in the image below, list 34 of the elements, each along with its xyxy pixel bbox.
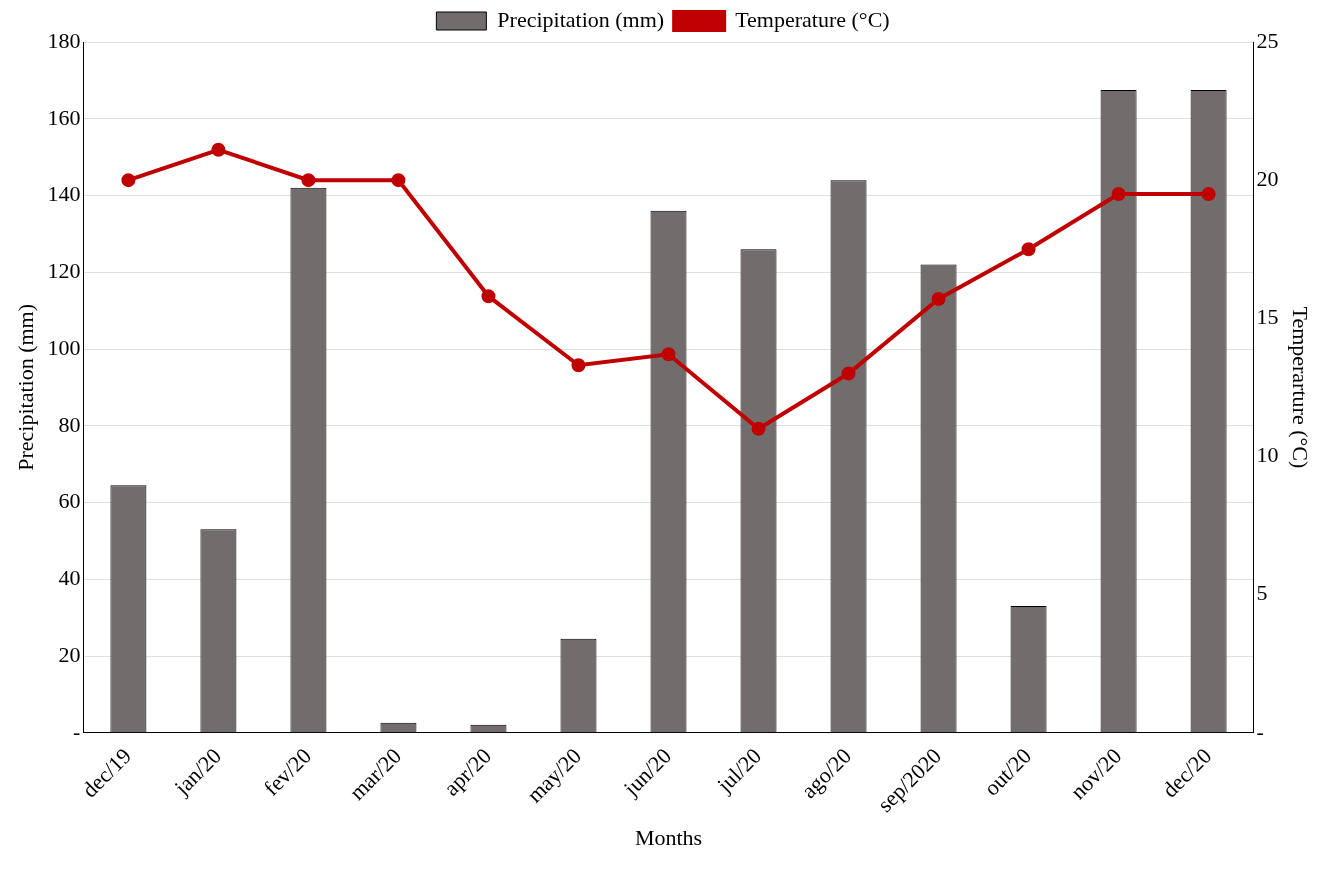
y-tick-label: 120 bbox=[47, 258, 81, 284]
y2-tick-label: 25 bbox=[1256, 27, 1279, 53]
x-axis-title: Months bbox=[634, 824, 703, 850]
point bbox=[1021, 242, 1036, 257]
y-tick-label: 160 bbox=[47, 104, 81, 130]
point bbox=[1111, 186, 1126, 201]
y2-axis-title: Temperarture (°C) bbox=[1288, 306, 1314, 469]
point bbox=[121, 173, 136, 188]
point bbox=[661, 347, 676, 362]
y-axis-title: Precipitation (mm) bbox=[12, 303, 38, 471]
y-tick-label: 180 bbox=[47, 27, 81, 53]
y-tick-label: 20 bbox=[58, 641, 81, 667]
point bbox=[931, 291, 946, 306]
point bbox=[751, 421, 766, 436]
point bbox=[481, 289, 496, 304]
point bbox=[211, 142, 226, 157]
y-tick-label: 80 bbox=[58, 411, 81, 437]
y2-tick-label: 15 bbox=[1256, 304, 1279, 330]
y-tick-label: 100 bbox=[47, 334, 81, 360]
legend-label: Precipitation (mm) bbox=[497, 6, 665, 32]
point bbox=[391, 173, 406, 188]
y2-tick-label: 5 bbox=[1256, 580, 1268, 606]
y-tick-label: 40 bbox=[58, 565, 81, 591]
y-tick-label: - bbox=[73, 718, 81, 744]
y2-tick-label: - bbox=[1256, 718, 1264, 744]
point bbox=[571, 358, 586, 373]
y-tick-label: 60 bbox=[58, 488, 81, 514]
y2-tick-label: 10 bbox=[1256, 442, 1279, 468]
point bbox=[301, 173, 316, 188]
legend-label: Temperature (°C) bbox=[735, 6, 890, 32]
y2-tick-label: 20 bbox=[1256, 165, 1279, 191]
y-tick-label: 140 bbox=[47, 181, 81, 207]
point bbox=[841, 366, 856, 381]
point bbox=[1201, 186, 1216, 201]
